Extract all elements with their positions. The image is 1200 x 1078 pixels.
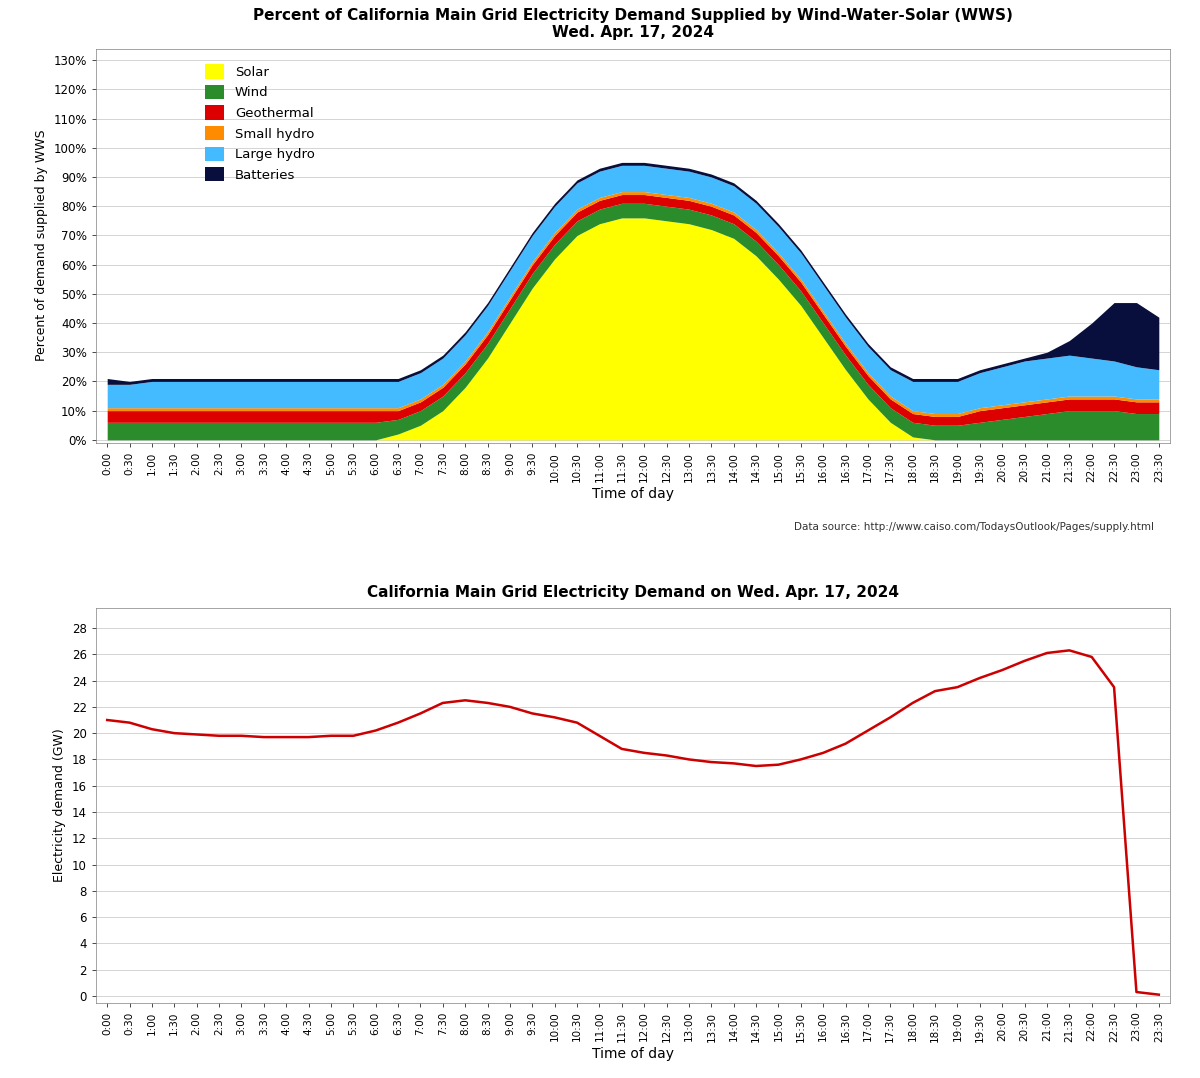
Text: Data source: http://www.caiso.com/TodaysOutlook/Pages/supply.html: Data source: http://www.caiso.com/Todays…: [794, 522, 1154, 531]
X-axis label: Time of day: Time of day: [592, 1047, 674, 1061]
Title: California Main Grid Electricity Demand on Wed. Apr. 17, 2024: California Main Grid Electricity Demand …: [367, 585, 899, 600]
Y-axis label: Percent of demand supplied by WWS: Percent of demand supplied by WWS: [35, 129, 48, 361]
Y-axis label: Electricity demand (GW): Electricity demand (GW): [54, 729, 66, 882]
Title: Percent of California Main Grid Electricity Demand Supplied by Wind-Water-Solar : Percent of California Main Grid Electric…: [253, 8, 1013, 40]
Legend: Solar, Wind, Geothermal, Small hydro, Large hydro, Batteries: Solar, Wind, Geothermal, Small hydro, La…: [199, 59, 320, 186]
X-axis label: Time of day: Time of day: [592, 487, 674, 501]
